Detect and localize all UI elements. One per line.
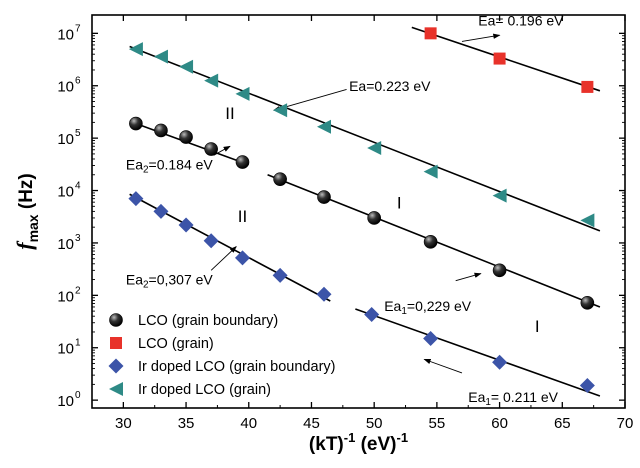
y-tick-exponent: 7 — [75, 23, 81, 34]
data-point — [153, 203, 169, 219]
data-point — [272, 267, 288, 283]
y-tick-label: 10 — [57, 341, 74, 358]
data-point — [273, 172, 287, 186]
data-point — [367, 211, 381, 225]
data-point — [179, 130, 193, 144]
region-label: I — [397, 194, 402, 213]
series-square — [424, 27, 594, 93]
data-point — [154, 123, 168, 138]
annotation-label: Ea=0.223 eV — [349, 78, 431, 94]
data-point — [179, 59, 194, 74]
annotation-label: Ea2=0,307 eV — [126, 272, 214, 291]
data-point — [423, 164, 438, 179]
annotation-arrow — [461, 33, 501, 42]
legend-marker — [109, 313, 123, 327]
x-tick-label: 55 — [429, 415, 446, 432]
y-tick-exponent: 0 — [75, 390, 81, 401]
legend-label: LCO (grain) — [138, 336, 214, 352]
fit-line — [411, 26, 601, 92]
fit-line — [355, 308, 601, 397]
series-diamond — [128, 191, 595, 394]
legend-marker — [110, 337, 122, 349]
data-point — [316, 286, 332, 302]
y-tick-label: 10 — [57, 79, 74, 96]
x-tick-label: 45 — [303, 415, 320, 432]
annotation-arrow — [210, 246, 237, 271]
data-point — [423, 331, 439, 347]
data-point — [423, 235, 438, 249]
annotation-label: Ea1=0,229 eV — [384, 298, 472, 317]
data-point — [317, 190, 331, 204]
legend-marker — [108, 358, 124, 374]
y-tick-exponent: 6 — [75, 76, 81, 87]
data-point — [364, 307, 380, 323]
annotation-arrow — [213, 145, 231, 156]
data-point — [235, 86, 250, 101]
data-point — [203, 233, 219, 249]
region-label: II — [238, 207, 247, 226]
data-point — [128, 191, 144, 207]
data-point — [492, 354, 508, 370]
x-tick-label: 35 — [178, 415, 195, 432]
data-point — [581, 80, 594, 93]
annotation-label: Ea2=0.184 eV — [126, 157, 214, 176]
x-tick-label: 65 — [554, 415, 571, 432]
x-tick-label: 60 — [491, 415, 508, 432]
legend-marker — [109, 382, 123, 396]
legend-label: LCO (grain boundary) — [138, 313, 278, 329]
data-point — [234, 250, 250, 266]
x-axis-title: (kT)-1 (eV)-1 — [309, 430, 408, 455]
data-point — [492, 263, 507, 278]
y-tick-exponent: 2 — [75, 285, 81, 296]
x-tick-label: 70 — [617, 415, 634, 432]
region-label: II — [225, 104, 234, 123]
region-label: I — [535, 317, 540, 336]
y-tick-label: 10 — [57, 131, 74, 148]
data-point — [153, 49, 168, 64]
data-point — [204, 142, 218, 156]
data-point — [492, 188, 507, 203]
y-axis-title: fmax (Hz) — [12, 173, 41, 250]
data-point — [317, 119, 332, 134]
fit-line — [129, 45, 601, 232]
series-sphere — [129, 116, 595, 310]
data-point — [128, 42, 143, 57]
data-point — [580, 296, 595, 310]
legend-label: Ir doped LCO (grain boundary) — [138, 359, 335, 375]
data-point — [204, 73, 219, 88]
data-point — [579, 378, 595, 394]
x-tick-label: 40 — [240, 415, 257, 432]
data-point — [424, 27, 437, 40]
data-point — [493, 52, 506, 65]
data-point — [235, 155, 250, 169]
data-point — [273, 103, 288, 118]
y-tick-label: 10 — [57, 26, 74, 43]
y-tick-exponent: 4 — [75, 181, 81, 192]
y-tick-exponent: 5 — [75, 128, 81, 139]
annotation-arrow — [423, 358, 463, 374]
y-tick-label: 10 — [57, 236, 74, 253]
y-tick-label: 10 — [57, 393, 74, 410]
y-tick-exponent: 3 — [75, 233, 81, 244]
y-tick-label: 10 — [57, 184, 74, 201]
x-tick-label: 30 — [115, 415, 132, 432]
legend-label: Ir doped LCO (grain) — [138, 382, 271, 398]
x-tick-label: 50 — [366, 415, 383, 432]
data-point — [129, 116, 143, 131]
data-point — [580, 213, 595, 228]
data-point — [367, 140, 382, 155]
series-triangle-left — [128, 42, 595, 228]
annotation-label: Ea1= 0.211 eV — [468, 389, 558, 408]
annotation-arrow — [455, 272, 482, 282]
data-point — [178, 217, 194, 233]
y-tick-label: 10 — [57, 288, 74, 305]
y-tick-exponent: 1 — [75, 338, 81, 349]
